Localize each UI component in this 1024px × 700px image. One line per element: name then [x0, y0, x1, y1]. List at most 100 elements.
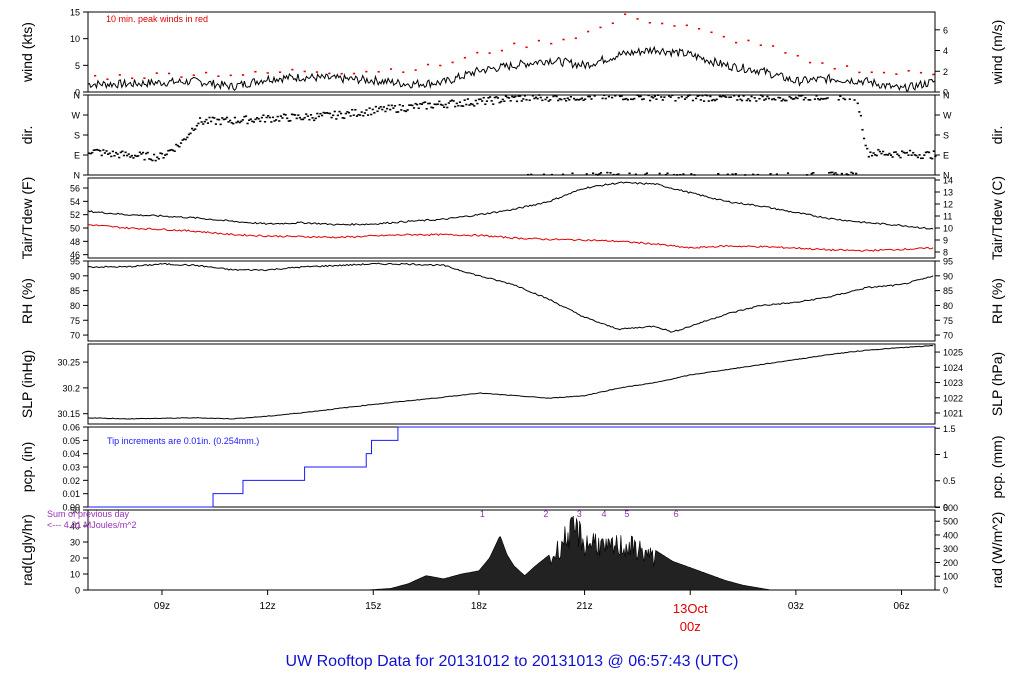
peak-wind-dot — [463, 56, 467, 59]
direction-point — [371, 108, 374, 111]
direction-point — [328, 112, 332, 115]
direction-point — [785, 99, 788, 102]
direction-point — [130, 154, 133, 157]
direction-point — [164, 154, 167, 156]
peak-wind-dot — [303, 70, 306, 73]
direction-point — [498, 101, 501, 104]
y-label-right: SLP (hPa) — [989, 352, 1005, 416]
direction-point — [411, 104, 414, 107]
direction-point — [471, 103, 474, 106]
left-tick-label: 30 — [70, 538, 80, 548]
direction-point — [766, 95, 769, 98]
direction-point — [850, 171, 853, 174]
direction-point — [802, 98, 805, 101]
direction-point — [458, 101, 462, 103]
direction-point — [886, 154, 889, 156]
direction-point — [682, 173, 685, 175]
direction-point — [565, 99, 568, 102]
direction-point — [913, 154, 916, 156]
peak-wind-dot — [710, 31, 713, 34]
direction-point — [414, 102, 417, 105]
left-tick-label: 70 — [70, 331, 80, 341]
x-tick-label: 18z — [471, 601, 487, 612]
direction-point — [317, 115, 320, 118]
peak-wind-dot — [759, 44, 762, 47]
left-tick-label: 30.15 — [57, 409, 80, 419]
direction-point — [398, 103, 401, 106]
direction-point — [809, 99, 812, 101]
direction-point — [92, 149, 95, 152]
direction-point — [798, 94, 801, 97]
direction-point — [362, 114, 365, 117]
direction-point — [921, 157, 924, 160]
direction-point — [691, 99, 695, 102]
right-tick-label: 0.5 — [943, 476, 956, 486]
direction-point — [257, 118, 260, 120]
direction-point — [438, 100, 441, 103]
direction-point — [107, 153, 110, 155]
direction-point — [133, 154, 137, 157]
direction-point — [455, 102, 458, 105]
direction-point — [720, 95, 723, 98]
panel-frame — [87, 260, 936, 342]
direction-point — [425, 107, 428, 110]
peak-wind-dot — [698, 27, 701, 30]
direction-point — [205, 118, 208, 121]
direction-point — [248, 119, 251, 122]
direction-point — [853, 99, 856, 101]
direction-point — [91, 151, 94, 154]
direction-point — [292, 113, 295, 116]
direction-point — [637, 95, 641, 98]
direction-point — [855, 172, 858, 175]
direction-point — [606, 171, 609, 174]
direction-point — [168, 149, 172, 152]
direction-point — [95, 148, 99, 151]
direction-point — [820, 97, 823, 100]
direction-point — [652, 96, 655, 99]
direction-point — [333, 110, 336, 113]
left-tick-label: 46 — [70, 250, 80, 260]
peak-wind-dot — [907, 70, 910, 72]
direction-point — [777, 96, 780, 99]
event-marker: 3 — [577, 509, 582, 519]
direction-point — [412, 107, 416, 109]
peak-wind-dot — [439, 64, 442, 67]
direction-point — [752, 173, 755, 176]
direction-point — [701, 94, 704, 97]
direction-point — [132, 157, 135, 159]
direction-point — [790, 97, 793, 99]
direction-point — [799, 95, 802, 97]
direction-point — [490, 100, 493, 102]
direction-point — [141, 151, 145, 154]
peak-wind-dot — [796, 54, 799, 57]
direction-point — [714, 99, 717, 102]
direction-point — [181, 139, 184, 141]
direction-point — [110, 155, 113, 158]
direction-point — [712, 98, 715, 101]
peak-wind-dot — [94, 74, 97, 77]
right-tick-label: W — [943, 111, 952, 121]
direction-point — [295, 117, 298, 120]
direction-point — [124, 151, 127, 154]
left-tick-label: W — [72, 111, 81, 121]
direction-point — [622, 98, 625, 101]
direction-point — [867, 155, 870, 158]
series-line-accumulated-precip — [88, 426, 935, 508]
direction-point — [393, 105, 397, 107]
direction-point — [647, 94, 650, 97]
direction-point — [154, 159, 157, 162]
direction-point — [217, 118, 221, 121]
direction-point — [484, 103, 487, 106]
direction-point — [801, 94, 804, 97]
direction-point — [582, 99, 585, 102]
left-tick-label: S — [74, 131, 80, 141]
direction-point — [379, 105, 382, 108]
direction-point — [349, 115, 352, 117]
direction-point — [675, 174, 679, 176]
right-tick-label: 1023 — [943, 378, 963, 388]
direction-point — [915, 154, 918, 157]
event-marker: 2 — [543, 509, 548, 519]
direction-point — [332, 114, 335, 117]
direction-point — [547, 100, 550, 102]
direction-point — [560, 98, 563, 101]
